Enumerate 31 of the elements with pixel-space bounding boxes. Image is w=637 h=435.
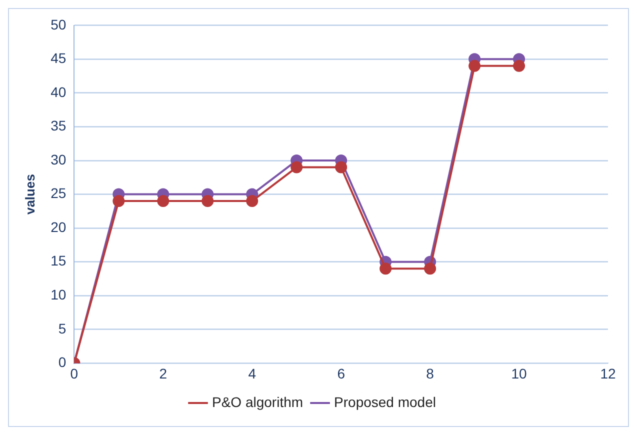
x-tick-label: 0 — [70, 365, 78, 382]
point — [335, 161, 348, 174]
x-tick-label: 12 — [600, 365, 616, 382]
y-tick-label: 15 — [50, 252, 66, 269]
y-tick-label: 20 — [50, 218, 66, 235]
point — [424, 262, 436, 275]
legend-label: P&O algorithm — [212, 394, 304, 410]
y-tick-label: 0 — [58, 354, 66, 370]
y-axis-title: values — [22, 174, 38, 215]
point — [246, 195, 258, 208]
y-tick-label: 40 — [50, 84, 66, 100]
legend-label: Proposed model — [334, 394, 436, 410]
y-tick-label: 10 — [50, 286, 66, 302]
x-tick-label: 8 — [426, 365, 434, 382]
x-tick-label: 10 — [511, 365, 528, 382]
point — [202, 195, 214, 208]
point — [290, 161, 303, 174]
point — [380, 262, 392, 275]
point — [468, 60, 481, 72]
x-tick-label: 4 — [248, 365, 256, 382]
point — [112, 195, 125, 208]
y-tick-label: 25 — [50, 185, 66, 202]
point — [513, 60, 526, 72]
x-tick-label: 6 — [337, 365, 346, 382]
y-tick-label: 5 — [58, 320, 66, 336]
point — [157, 195, 170, 208]
y-tick-label: 45 — [50, 50, 66, 66]
y-tick-label: 30 — [50, 151, 66, 168]
x-tick-label: 2 — [159, 365, 168, 382]
y-tick-label: 50 — [50, 16, 66, 32]
y-tick-label: 35 — [50, 118, 66, 134]
